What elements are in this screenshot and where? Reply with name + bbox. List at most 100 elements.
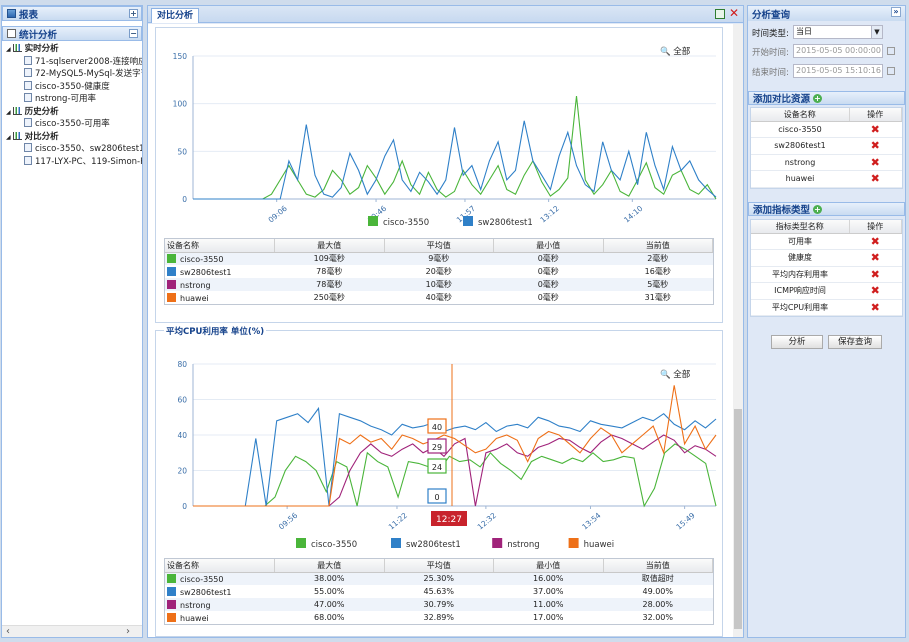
start-time-value: 2015-05-05 00:00:00 [796, 46, 881, 55]
item-name: 平均CPU利用率 [751, 299, 849, 316]
delete-icon[interactable]: ✖ [870, 267, 880, 281]
value-cell: 55.00% [313, 587, 345, 596]
column-header[interactable]: 平均值 [384, 559, 494, 573]
column-header[interactable]: 当前值 [603, 559, 713, 573]
table-row: nstrong ✖ [751, 154, 902, 171]
horizontal-scrollbar[interactable]: ‹ › [2, 625, 142, 637]
report-icon [7, 9, 16, 18]
table-row[interactable]: cisco-3550 109毫秒 9毫秒 0毫秒 2毫秒 [165, 252, 713, 265]
device-name-cell: cisco-3550 [165, 572, 275, 585]
delete-icon[interactable]: ✖ [870, 251, 880, 265]
tree-item[interactable]: nstrong-可用率 [4, 93, 142, 106]
chart1-zoom-label[interactable]: 全部 [673, 47, 691, 57]
tree-group[interactable]: ◢ 历史分析 [4, 106, 142, 119]
stats-icon [7, 29, 16, 38]
add-icon[interactable]: + [813, 93, 823, 103]
tree-label: 117-LYX-PC、119-Simon-P [35, 156, 142, 167]
tree-item[interactable]: cisco-3550-可用率 [4, 118, 142, 131]
delete-icon[interactable]: ✖ [870, 122, 880, 136]
collapse-icon[interactable]: − [129, 29, 138, 38]
tree-group[interactable]: ◢ 对比分析 [4, 131, 142, 144]
time-type-select[interactable]: 当日 ▼ [793, 25, 883, 39]
tree-label: 实时分析 [24, 44, 59, 54]
delete-cell: ✖ [849, 121, 902, 138]
tree-item[interactable]: cisco-3550、sw2806test1(图 [4, 143, 142, 156]
column-header[interactable]: 平均值 [384, 239, 494, 253]
x-tick-label: 12:32 [476, 511, 499, 532]
y-tick-label: 80 [177, 360, 187, 369]
tooltip-box [427, 418, 447, 434]
column-header[interactable]: 最小值 [493, 559, 604, 573]
column-header[interactable]: 设备名称 [165, 559, 275, 573]
table-row: sw2806test1 ✖ [751, 137, 902, 155]
tree-item[interactable]: 117-LYX-PC、119-Simon-P [4, 155, 142, 169]
table-row[interactable]: huawei 68.00% 32.89% 17.00% 32.00% [165, 611, 713, 624]
delete-icon[interactable]: ✖ [870, 139, 880, 153]
export-excel-icon[interactable] [715, 9, 725, 19]
table-row[interactable]: nstrong 47.00% 30.79% 11.00% 28.00% [165, 598, 713, 611]
tree-item[interactable]: 71-sqlserver2008-连接响应时 [4, 55, 142, 69]
device-name: nstrong [180, 600, 211, 610]
expand-triangle-icon[interactable]: ◢ [6, 133, 11, 141]
value-cell: 25.30% [384, 572, 494, 585]
end-time-field[interactable]: 2015-05-05 15:10:16 [793, 64, 883, 78]
value-cell: 40毫秒 [425, 293, 452, 302]
value-cell: 109毫秒 [274, 252, 384, 265]
chart2-zoom-label[interactable]: 全部 [673, 370, 691, 380]
scroll-thumb[interactable] [734, 409, 742, 629]
column-header[interactable]: 最小值 [493, 239, 604, 253]
column-header[interactable]: 设备名称 [165, 239, 275, 253]
scroll-right-icon[interactable]: › [126, 626, 130, 637]
value-cell: 0毫秒 [537, 267, 559, 276]
table-row[interactable]: huawei 250毫秒 40毫秒 0毫秒 31毫秒 [165, 291, 713, 304]
table-row[interactable]: nstrong 78毫秒 10毫秒 0毫秒 5毫秒 [165, 278, 713, 291]
table2: 设备名称 最大值 平均值 最小值 当前值 cisco-3550 38.00% 25.30% 16… [164, 558, 714, 625]
zoom-icon[interactable]: 🔍 [660, 370, 671, 380]
chevron-down-icon[interactable]: ▼ [871, 26, 882, 38]
column-header[interactable]: 最大值 [274, 559, 385, 573]
item-name: cisco-3550 [751, 121, 849, 138]
calendar-icon[interactable] [887, 47, 895, 55]
chart1-zoom[interactable]: 🔍 全部 [660, 45, 690, 57]
column-header[interactable]: 最大值 [274, 239, 385, 253]
stats-panel-header[interactable]: 统计分析 − [2, 26, 142, 41]
table-row[interactable]: sw2806test1 78毫秒 20毫秒 0毫秒 16毫秒 [165, 265, 713, 278]
value-cell: 0毫秒 [537, 293, 559, 302]
table-header-row: 设备名称 最大值 平均值 最小值 当前值 [165, 559, 713, 573]
start-time-field[interactable]: 2015-05-05 00:00:00 [793, 44, 883, 58]
delete-icon[interactable]: ✖ [870, 300, 880, 314]
table-row: huawei ✖ [751, 170, 902, 188]
tree-label: 71-sqlserver2008-连接响应时 [35, 56, 142, 67]
analyze-button[interactable]: 分析 [771, 335, 823, 349]
tooltip-value: 24 [432, 463, 442, 472]
chart2-zoom[interactable]: 🔍 全部 [660, 368, 690, 380]
item-name: nstrong [751, 154, 849, 171]
expand-triangle-icon[interactable]: ◢ [6, 108, 11, 116]
x-tick-label: 15:49 [674, 511, 697, 532]
zoom-icon[interactable]: 🔍 [660, 47, 671, 57]
close-icon[interactable]: ✕ [728, 6, 739, 20]
delete-icon[interactable]: ✖ [870, 284, 880, 298]
delete-icon[interactable]: ✖ [870, 234, 880, 248]
delete-cell: ✖ [849, 137, 902, 155]
save-query-button[interactable]: 保存查询 [828, 335, 882, 349]
delete-icon[interactable]: ✖ [870, 155, 880, 169]
device-name-cell: sw2806test1 [165, 585, 275, 598]
tree-group[interactable]: ◢ 实时分析 [4, 43, 142, 56]
table-row[interactable]: sw2806test1 55.00% 45.63% 37.00% 49.00% [165, 585, 713, 598]
table-row[interactable]: cisco-3550 38.00% 25.30% 16.00% 取值超时 [165, 572, 713, 585]
calendar-icon[interactable] [887, 67, 895, 75]
column-header[interactable]: 当前值 [603, 239, 713, 253]
tree-item[interactable]: 72-MySQL5-MySql-发送字节 [4, 68, 142, 81]
scroll-left-icon[interactable]: ‹ [6, 626, 10, 637]
tab-compare-analysis[interactable]: 对比分析 [151, 8, 199, 23]
report-panel-title: 报表 [19, 9, 39, 21]
delete-icon[interactable]: ✖ [870, 172, 880, 186]
collapse-right-icon[interactable]: » [891, 7, 901, 17]
tree-item[interactable]: cisco-3550-健康度 [4, 80, 142, 94]
report-panel-header[interactable]: 报表 + [2, 6, 142, 21]
expand-triangle-icon[interactable]: ◢ [6, 46, 11, 53]
vertical-scrollbar[interactable] [733, 24, 743, 637]
add-icon[interactable]: + [813, 204, 823, 214]
expand-icon[interactable]: + [129, 9, 138, 18]
